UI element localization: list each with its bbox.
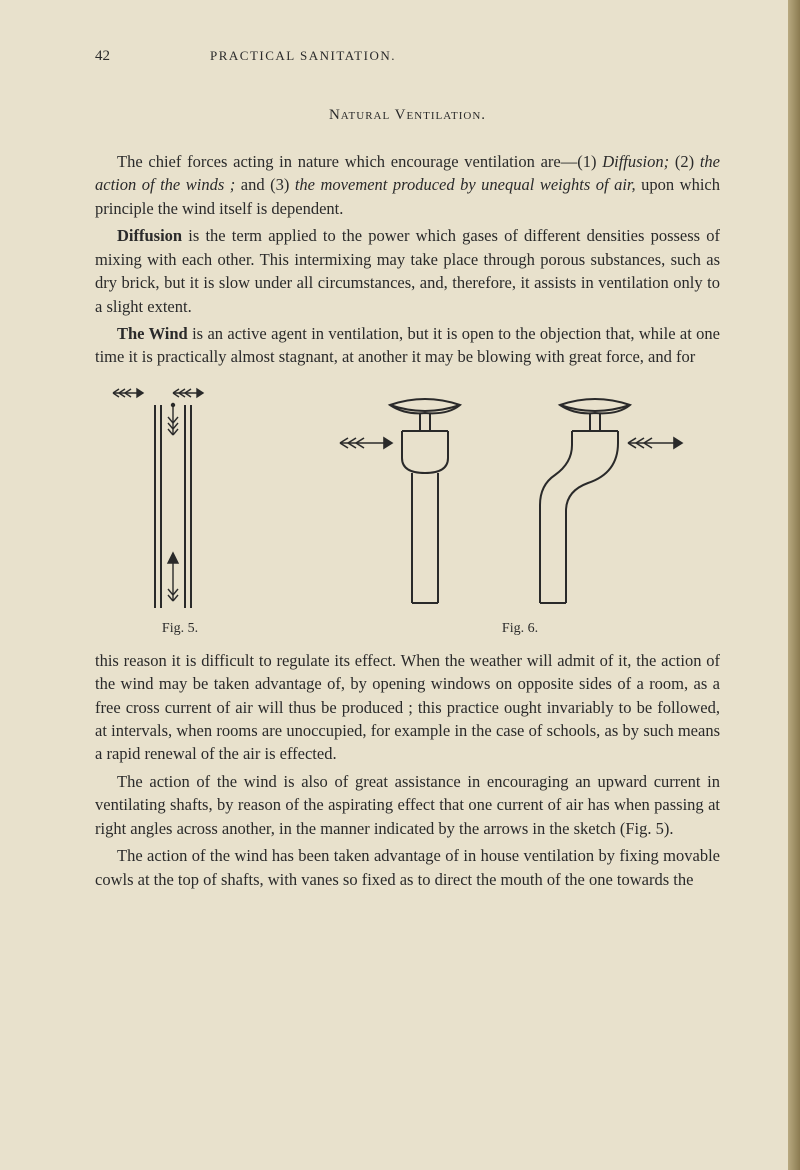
text-italic: the movement produced by unequal weights… <box>295 175 636 194</box>
text: is the term applied to the power which g… <box>95 226 720 315</box>
text: is an active agent in ventilation, but i… <box>95 324 720 366</box>
paragraph-6: The action of the wind has been taken ad… <box>95 844 720 891</box>
figure-6: Fig. 6. <box>330 383 710 637</box>
page-number: 42 <box>95 48 110 65</box>
text: and (3) <box>235 175 295 194</box>
page-edge-shadow <box>788 0 800 1170</box>
text-italic: Diffusion; <box>602 152 669 171</box>
page-header: 42 PRACTICAL SANITATION. <box>95 48 720 65</box>
paragraph-2: Diffusion is the term applied to the pow… <box>95 224 720 318</box>
text: The chief forces acting in nature which … <box>117 152 602 171</box>
wind-heading: The Wind <box>117 324 188 343</box>
running-head: PRACTICAL SANITATION. <box>210 48 396 64</box>
fig6-svg <box>330 383 710 613</box>
paragraph-3: The Wind is an active agent in ventilati… <box>95 322 720 369</box>
figures-row: Fig. 5. <box>95 383 720 637</box>
page-content: 42 PRACTICAL SANITATION. Natural Ventila… <box>0 0 800 935</box>
figure-5: Fig. 5. <box>105 383 255 637</box>
paragraph-5: The action of the wind is also of great … <box>95 770 720 840</box>
paragraph-4: this reason it is difficult to regulate … <box>95 649 720 766</box>
fig6-caption: Fig. 6. <box>330 621 710 637</box>
section-title: Natural Ventilation. <box>95 107 720 124</box>
fig5-caption: Fig. 5. <box>105 621 255 637</box>
text: (2) <box>669 152 700 171</box>
diffusion-heading: Diffusion <box>117 226 182 245</box>
fig5-svg <box>105 383 255 613</box>
paragraph-1: The chief forces acting in nature which … <box>95 150 720 220</box>
